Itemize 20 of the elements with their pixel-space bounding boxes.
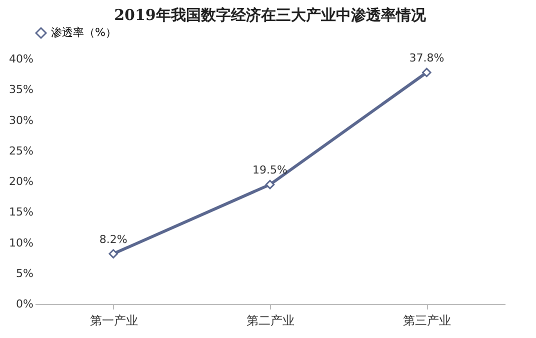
y-tick-label: 10%: [9, 236, 34, 250]
y-tick-label: 35%: [9, 83, 34, 96]
point: [422, 68, 432, 78]
data-label: 8.2%: [99, 232, 128, 246]
y-tick-label: 25%: [9, 144, 34, 158]
point: [108, 249, 118, 258]
y-tick-label: 15%: [9, 206, 34, 219]
x-tick-label: 第三产业: [403, 314, 452, 328]
data-label: 19.5%: [252, 164, 288, 177]
y-tick-label: 20%: [9, 175, 34, 188]
y-tick-label: 5%: [16, 266, 34, 280]
y-tick-label: 40%: [9, 52, 34, 66]
legend-label: 渗透率（%）: [51, 26, 116, 39]
y-tick-label: 0%: [16, 298, 34, 310]
chart-title: 2019年我国数字经济在三大产业中渗透率情况: [114, 6, 427, 24]
point: [265, 180, 275, 190]
data-label: 37.8%: [409, 51, 444, 64]
y-tick-label: 30%: [9, 114, 34, 127]
x-tick-label: 第二产业: [246, 314, 294, 328]
x-tick-label: 第一产业: [90, 314, 138, 328]
